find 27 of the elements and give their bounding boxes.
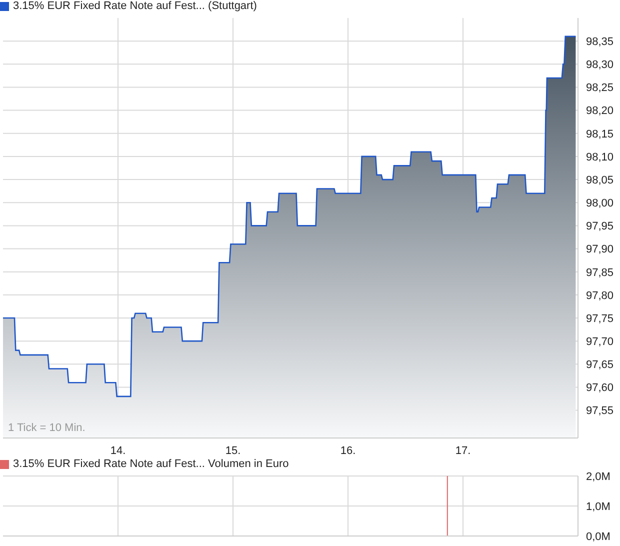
y-tick-label: 98,10 bbox=[586, 151, 614, 164]
y-tick-label: 1,0M bbox=[586, 500, 610, 513]
y-tick-label: 98,35 bbox=[586, 36, 614, 48]
x-tick-label: 16. bbox=[340, 444, 356, 457]
y-tick-label: 98,05 bbox=[586, 174, 614, 186]
y-tick-label: 97,90 bbox=[586, 244, 614, 256]
y-tick-label: 97,95 bbox=[586, 220, 614, 233]
y-tick-label: 97,80 bbox=[586, 290, 614, 302]
legend-label: 3.15% EUR Fixed Rate Note auf Fest... Volumen in Euro bbox=[13, 458, 289, 470]
y-tick-label: 98,15 bbox=[586, 128, 614, 140]
y-tick-label: 97,70 bbox=[586, 336, 614, 348]
x-tick-label: 15. bbox=[225, 444, 241, 457]
y-tick-label: 97,85 bbox=[586, 266, 614, 279]
y-tick-label: 98,00 bbox=[586, 198, 614, 210]
y-tick-label: 97,65 bbox=[586, 359, 614, 372]
x-tick-label: 17. bbox=[455, 444, 471, 457]
y-tick-label: 97,60 bbox=[586, 382, 614, 394]
y-tick-label: 97,75 bbox=[586, 312, 614, 325]
x-tick-label: 14. bbox=[110, 444, 126, 457]
y-tick-label: 98,25 bbox=[586, 82, 614, 94]
y-tick-label: 97,55 bbox=[586, 405, 614, 418]
annotation: 1 Tick = 10 Min. bbox=[8, 422, 86, 434]
y-tick-label: 2,0M bbox=[586, 470, 610, 483]
y-tick-label: 98,30 bbox=[586, 59, 614, 72]
legend-label: 3.15% EUR Fixed Rate Note auf Fest... (Stuttgart) bbox=[13, 0, 257, 12]
y-tick-label: 0,0M bbox=[586, 530, 610, 543]
y-tick-label: 98,20 bbox=[586, 105, 614, 118]
